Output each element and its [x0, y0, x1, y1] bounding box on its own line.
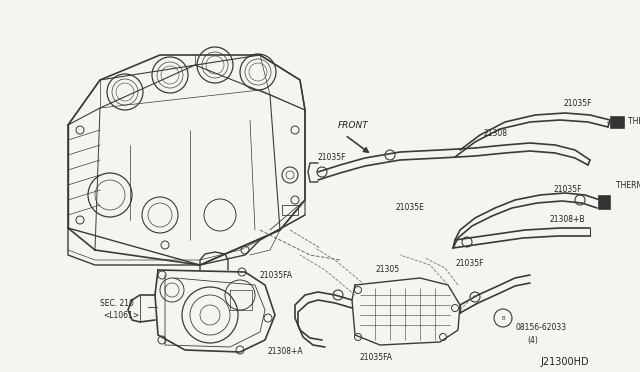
Text: 21308+B: 21308+B	[550, 215, 586, 224]
Bar	[598, 195, 610, 209]
Text: THERMO VALVE: THERMO VALVE	[616, 182, 640, 190]
Text: 21035FA: 21035FA	[360, 353, 393, 362]
Text: (4): (4)	[527, 336, 538, 344]
Text: 21035FA: 21035FA	[260, 270, 293, 279]
Text: FRONT: FRONT	[338, 122, 369, 131]
Text: 21035F: 21035F	[455, 259, 483, 267]
Text: SEC. 210: SEC. 210	[100, 298, 134, 308]
Text: 21308+A: 21308+A	[268, 347, 303, 356]
Text: 21308: 21308	[483, 128, 507, 138]
Text: <L1061>: <L1061>	[103, 311, 139, 320]
Text: THERMO VALVE: THERMO VALVE	[628, 116, 640, 125]
Text: 21035E: 21035E	[396, 203, 425, 212]
Text: 21035F: 21035F	[318, 154, 346, 163]
Text: B: B	[501, 315, 505, 321]
Text: 21035F: 21035F	[563, 99, 591, 109]
Text: 08156-62033: 08156-62033	[515, 324, 566, 333]
Bar	[610, 116, 624, 128]
Text: J21300HD: J21300HD	[540, 357, 589, 367]
Text: 21305: 21305	[375, 266, 399, 275]
Text: 21035F: 21035F	[554, 186, 582, 195]
